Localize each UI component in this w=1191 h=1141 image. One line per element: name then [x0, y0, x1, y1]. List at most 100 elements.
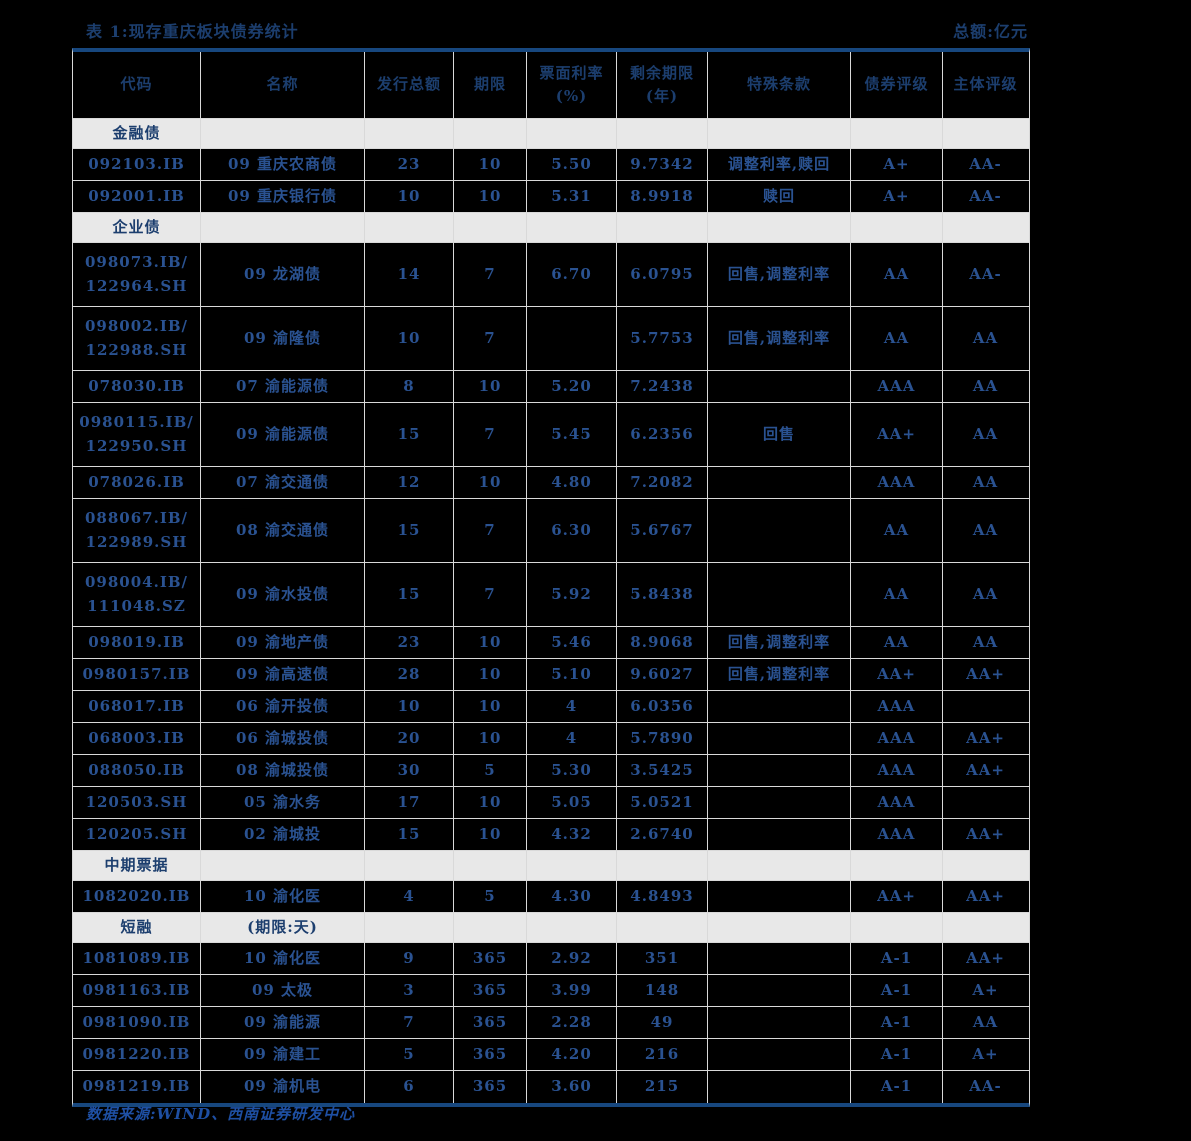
cell-name: 07 渝交通债: [201, 467, 365, 498]
cell-bond-rating: A-1: [851, 943, 943, 974]
cell-special-clauses: [708, 1039, 851, 1070]
section-row: 金融债: [73, 119, 1029, 149]
cell-coupon-rate: 4: [527, 723, 617, 754]
cell-name: 08 渝城投债: [201, 755, 365, 786]
cell-term: [454, 913, 527, 942]
cell-coupon-rate: [527, 851, 617, 880]
section-row: 短融 (期限:天): [73, 913, 1029, 943]
cell-issue-amount: 14: [365, 243, 454, 306]
unit-note: 总额:亿元: [953, 22, 1028, 41]
cell-remaining-term: 6.0795: [617, 243, 708, 306]
bond-row: 0981163.IB 09 太极 3 365 3.99 148 A-1 A+: [73, 975, 1029, 1007]
table-title: 表 1:现存重庆板块债券统计: [86, 22, 299, 41]
bond-row: 088067.IB/ 122989.SH 08 渝交通债 15 7 6.30 5.6767…: [73, 499, 1029, 563]
cell-issue-amount: 4: [365, 881, 454, 912]
cell-code: 078030.IB: [73, 371, 201, 402]
cell-entity-rating: AA+: [966, 886, 1005, 905]
cell-coupon-rate: [527, 119, 617, 148]
cell-issue-amount: [365, 913, 454, 942]
cell-code: 098002.IB/ 122988.SH: [73, 307, 201, 370]
cell-entity-rating: AA: [972, 328, 999, 347]
cell-remaining-term: 215: [617, 1071, 708, 1103]
cell-bond-rating: [851, 213, 943, 242]
cell-name: 09 渝水投债: [201, 563, 365, 626]
cell-code: 0981220.IB: [73, 1039, 201, 1070]
cell-entity-rating: AA-: [969, 186, 1002, 205]
cell-coupon-rate: 4.20: [527, 1039, 617, 1070]
cell-remaining-term: 2.6740: [617, 819, 708, 850]
cell-term: 10: [454, 627, 527, 658]
cell-issue-amount: 10: [365, 307, 454, 370]
data-source-note: 数据来源:WIND、西南证券研发中心: [86, 1105, 356, 1123]
column-header-code: 代码: [73, 52, 201, 118]
cell-entity-rating: [943, 851, 1028, 880]
cell-code: 068003.IB: [73, 723, 201, 754]
cell-special-clauses: 回售: [708, 403, 851, 466]
cell-entity-rating: AA: [972, 584, 999, 603]
cell-remaining-term: 5.7753: [617, 307, 708, 370]
cell-coupon-rate: 5.10: [527, 659, 617, 690]
cell-name: 09 渝能源债: [201, 403, 365, 466]
cell-name: [201, 851, 365, 880]
cell-term: [454, 213, 527, 242]
cell-entity-rating: AA-: [969, 264, 1002, 283]
column-header-name: 名称: [201, 52, 365, 118]
cell-coupon-rate: 2.28: [527, 1007, 617, 1038]
cell-entity-rating: A+: [972, 980, 999, 999]
cell-issue-amount: [365, 851, 454, 880]
cell-coupon-rate: [527, 913, 617, 942]
cell-issue-amount: 15: [365, 499, 454, 562]
column-header-entity-rating: 主体评级: [953, 75, 1018, 94]
cell-code: 088067.IB/ 122989.SH: [73, 499, 201, 562]
section-label: 中期票据: [73, 851, 201, 880]
cell-remaining-term: [617, 119, 708, 148]
cell-bond-rating: AAA: [851, 691, 943, 722]
cell-coupon-rate: 5.50: [527, 149, 617, 180]
cell-name: 09 龙湖债: [201, 243, 365, 306]
cell-remaining-term: 9.7342: [617, 149, 708, 180]
cell-special-clauses: [708, 1071, 851, 1103]
cell-special-clauses: [708, 371, 851, 402]
cell-coupon-rate: 5.05: [527, 787, 617, 818]
cell-name: 09 渝能源: [201, 1007, 365, 1038]
cell-bond-rating: [851, 913, 943, 942]
cell-code: 120503.SH: [73, 787, 201, 818]
cell-code: 098019.IB: [73, 627, 201, 658]
cell-bond-rating: AAA: [851, 467, 943, 498]
cell-coupon-rate: 4: [527, 691, 617, 722]
cell-entity-rating: [943, 913, 1028, 942]
column-header-term: 期限: [454, 52, 527, 118]
cell-issue-amount: 12: [365, 467, 454, 498]
cell-term: 365: [454, 1039, 527, 1070]
cell-special-clauses: [708, 975, 851, 1006]
cell-entity-rating: AA: [972, 632, 999, 651]
cell-entity-rating: AA: [972, 472, 999, 491]
cell-coupon-rate: 2.92: [527, 943, 617, 974]
cell-term: 5: [454, 881, 527, 912]
column-header-coupon-rate: 票面利率 (%): [527, 52, 617, 118]
cell-name: [201, 119, 365, 148]
section-row: 企业债: [73, 213, 1029, 243]
cell-remaining-term: 5.7890: [617, 723, 708, 754]
cell-special-clauses: [708, 467, 851, 498]
cell-name: 09 渝机电: [201, 1071, 365, 1103]
cell-name: 05 渝水务: [201, 787, 365, 818]
cell-issue-amount: 15: [365, 563, 454, 626]
cell-bond-rating: AA: [851, 563, 943, 626]
cell-special-clauses: [708, 723, 851, 754]
cell-entity-rating: AA+: [966, 948, 1005, 967]
bond-row: 0981219.IB 09 渝机电 6 365 3.60 215 A-1 AA-: [73, 1071, 1029, 1103]
cell-code: 092103.IB: [73, 149, 201, 180]
cell-remaining-term: 5.8438: [617, 563, 708, 626]
bond-row: 078026.IB 07 渝交通债 12 10 4.80 7.2082 AAA AA: [73, 467, 1029, 499]
cell-code: 0980115.IB/ 122950.SH: [73, 403, 201, 466]
cell-term: [454, 119, 527, 148]
cell-issue-amount: 23: [365, 149, 454, 180]
cell-coupon-rate: 3.60: [527, 1071, 617, 1103]
cell-code: 088050.IB: [73, 755, 201, 786]
cell-special-clauses: [708, 819, 851, 850]
table-caption-bar: 表 1:现存重庆板块债券统计 总额:亿元: [72, 16, 1030, 48]
section-row: 中期票据: [73, 851, 1029, 881]
cell-name: 09 重庆农商债: [201, 149, 365, 180]
cell-remaining-term: 8.9068: [617, 627, 708, 658]
